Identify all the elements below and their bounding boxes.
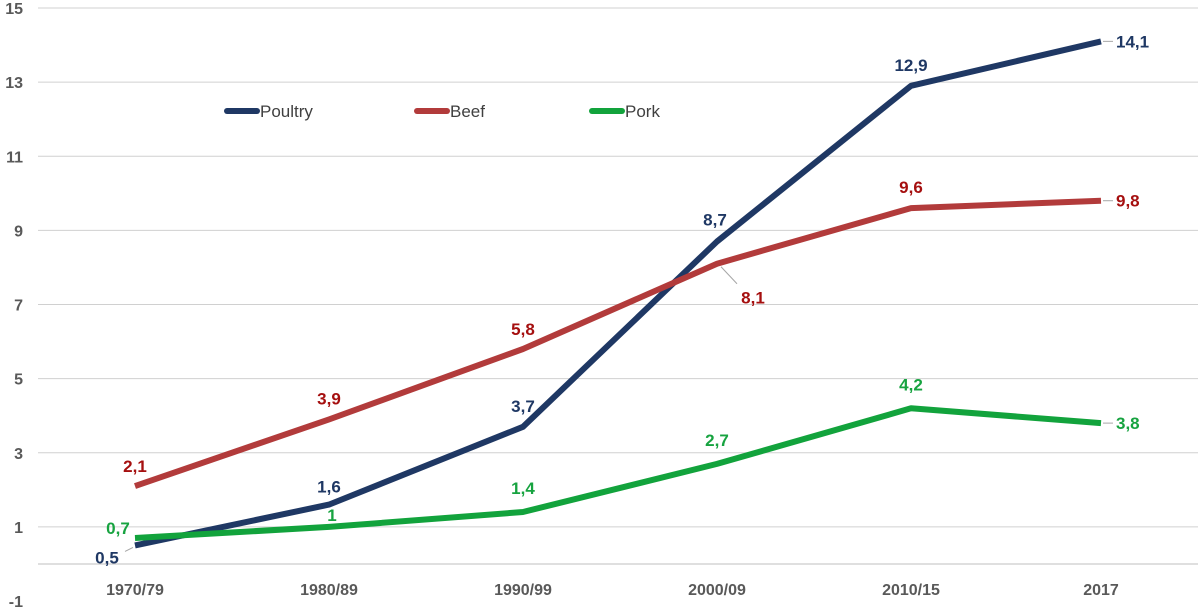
y-tick-label: 1 [14, 520, 23, 537]
label-leader-line [720, 266, 738, 285]
data-label-poultry: 0,5 [95, 548, 119, 567]
label-leader-line [124, 546, 134, 552]
legend-label: Poultry [260, 102, 313, 121]
series-line-poultry [134, 38, 1102, 549]
x-tick-label: 1990/99 [494, 582, 552, 599]
legend-label: Pork [625, 102, 660, 121]
y-tick-label: 13 [5, 75, 23, 92]
data-label-beef: 2,1 [123, 457, 147, 476]
y-tick-label: -1 [9, 594, 23, 609]
legend-item-pork: Pork [589, 102, 660, 121]
data-label-pork: 1 [327, 506, 336, 525]
y-tick-label: 5 [14, 372, 23, 389]
legend: Poultry Beef Pork [224, 102, 660, 121]
data-label-pork: 0,7 [106, 519, 130, 538]
y-tick-label: 3 [14, 446, 23, 463]
data-label-beef: 8,1 [741, 289, 765, 308]
data-label-beef: 5,8 [511, 320, 535, 339]
x-tick-label: 2000/09 [688, 582, 746, 599]
x-axis-ticks: 1970/79 1980/89 1990/99 2000/09 2010/15 2017 [106, 582, 1119, 599]
data-labels: 0,5 1,6 3,7 8,7 12,9 14,1 2,1 3,9 5,8 8,1 9,6 9,8 0,… [95, 32, 1149, 567]
series-line-beef [134, 197, 1102, 489]
y-tick-label: 9 [14, 223, 23, 240]
legend-item-poultry: Poultry [224, 102, 313, 121]
data-label-poultry: 8,7 [703, 210, 727, 229]
series-lines [134, 38, 1102, 549]
x-tick-label: 2017 [1083, 582, 1119, 599]
y-tick-label: 7 [14, 298, 23, 315]
series-line-pork [134, 405, 1102, 541]
legend-item-beef: Beef [414, 102, 485, 121]
data-label-poultry: 1,6 [317, 478, 341, 497]
data-label-poultry: 12,9 [894, 56, 927, 75]
gridlines [38, 7, 1198, 565]
x-tick-label: 1970/79 [106, 582, 164, 599]
data-label-beef: 9,6 [899, 178, 923, 197]
data-label-pork: 1,4 [511, 479, 535, 498]
data-label-beef: 9,8 [1116, 192, 1140, 211]
data-label-beef: 3,9 [317, 389, 341, 408]
data-label-pork: 4,2 [899, 375, 923, 394]
y-tick-label: 11 [6, 149, 23, 166]
x-tick-label: 1980/89 [300, 582, 358, 599]
data-label-poultry: 3,7 [511, 397, 535, 416]
data-label-pork: 3,8 [1116, 414, 1140, 433]
x-tick-label: 2010/15 [882, 582, 940, 599]
data-label-pork: 2,7 [705, 431, 729, 450]
legend-label: Beef [450, 102, 485, 121]
y-tick-label: 15 [5, 1, 23, 18]
data-label-poultry: 14,1 [1116, 32, 1149, 51]
